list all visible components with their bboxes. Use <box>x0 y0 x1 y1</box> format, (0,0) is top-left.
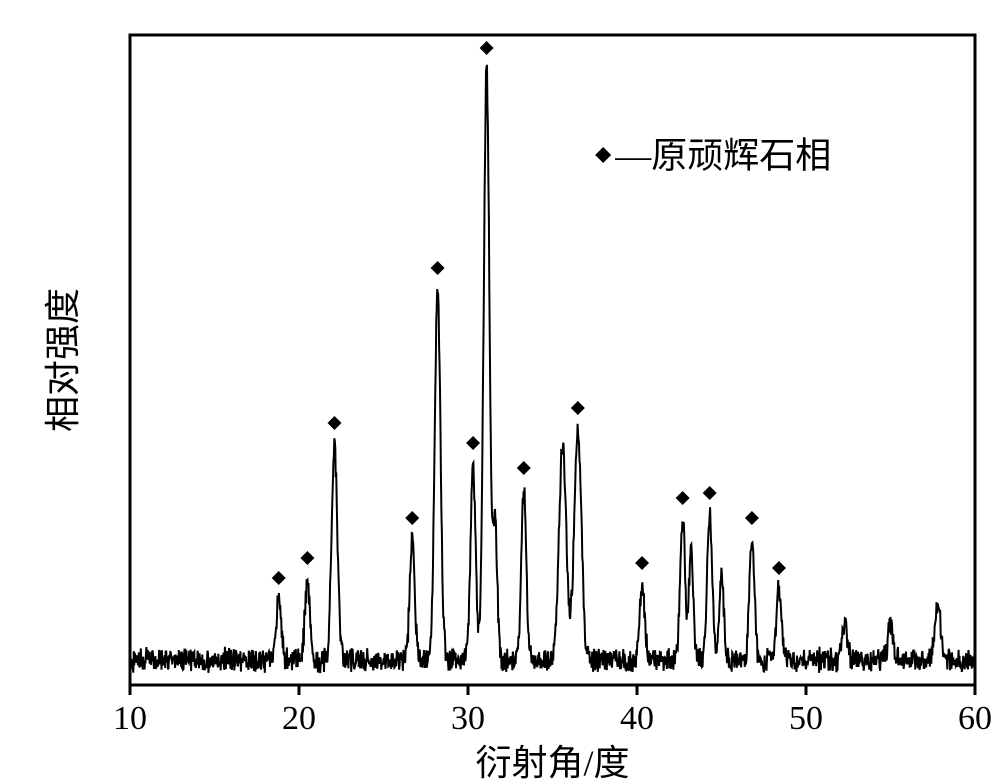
svg-text:衍射角/度: 衍射角/度 <box>475 743 629 783</box>
svg-text:50: 50 <box>789 700 823 737</box>
xrd-chart: —原顽辉石相 10 20 30 40 50 60 衍射角/度 相对强度 <box>0 0 1000 783</box>
svg-text:40: 40 <box>620 700 654 737</box>
svg-text:—原顽辉石相: —原顽辉石相 <box>614 136 831 176</box>
svg-text:60: 60 <box>958 700 992 737</box>
svg-text:相对强度: 相对强度 <box>43 288 83 432</box>
svg-text:10: 10 <box>113 700 147 737</box>
svg-text:30: 30 <box>451 700 485 737</box>
chart-svg: —原顽辉石相 10 20 30 40 50 60 衍射角/度 相对强度 <box>0 0 1000 783</box>
svg-text:20: 20 <box>282 700 316 737</box>
